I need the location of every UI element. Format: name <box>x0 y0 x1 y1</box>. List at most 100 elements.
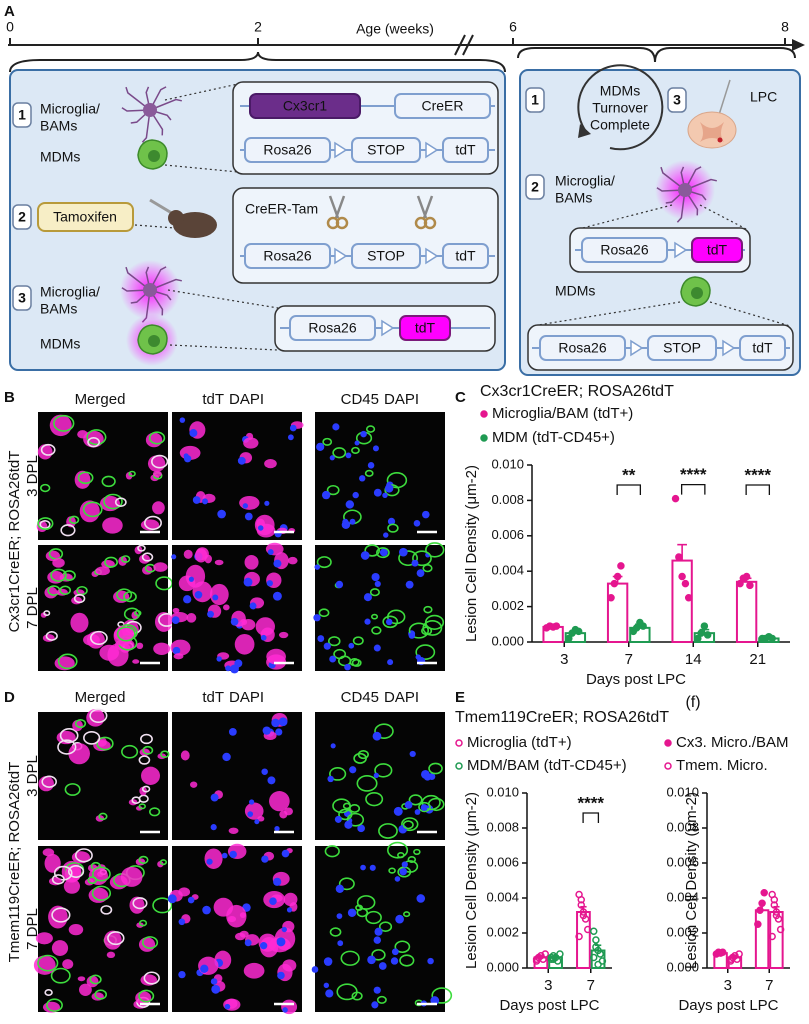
construct-element <box>351 137 421 163</box>
label: Microglia/ <box>40 101 100 117</box>
cd45-cell <box>59 728 79 743</box>
cd45-cell <box>123 607 141 621</box>
tdt-cell <box>44 586 58 599</box>
connector <box>167 289 279 309</box>
panel-label: B <box>4 389 15 406</box>
data-point <box>607 594 615 602</box>
cd45-cell <box>64 783 81 796</box>
micrograph <box>315 412 445 540</box>
cd45-cell <box>355 904 363 911</box>
nucleus <box>148 150 160 162</box>
cd45-cell <box>143 971 160 985</box>
cd45-cell <box>374 723 394 739</box>
dapi-nucleus <box>373 936 382 944</box>
cd45-cell <box>159 859 168 866</box>
data-point <box>718 948 727 956</box>
cd45-cell <box>116 626 136 642</box>
construct-element <box>351 243 421 269</box>
drug-pill <box>37 202 134 232</box>
cd45-cell <box>90 630 108 646</box>
x-axis-label: Days post LPC <box>499 997 599 1014</box>
connector <box>574 204 673 231</box>
data-point <box>675 553 683 561</box>
mouse-head <box>168 210 184 226</box>
tdt-cell <box>234 633 255 655</box>
construct-element <box>442 137 489 163</box>
dapi-nucleus <box>179 417 186 423</box>
column-header: tdT <box>202 391 224 408</box>
dapi-nucleus <box>314 564 321 570</box>
dapi-nucleus <box>216 656 222 662</box>
dapi-nucleus <box>207 610 214 618</box>
dapi-nucleus <box>408 632 416 639</box>
row-label: 7 DPL <box>24 908 41 950</box>
cd45-cell <box>40 443 56 456</box>
dapi-nucleus <box>399 547 408 557</box>
x-tick-label: 3 <box>544 977 552 994</box>
cd45-cell <box>152 897 173 914</box>
dapi-nucleus <box>248 799 255 805</box>
dapi-nucleus <box>341 520 351 530</box>
nucleus <box>148 335 160 347</box>
dapi-nucleus <box>374 927 383 936</box>
dapi-nucleus <box>414 809 421 815</box>
dapi-nucleus <box>277 971 285 980</box>
cd45-cell <box>68 515 80 525</box>
cd45-cell <box>121 744 139 759</box>
data-point <box>617 562 625 570</box>
tdt-cell <box>145 432 163 448</box>
drug-label: Tamoxifen <box>53 209 117 225</box>
tdt-cell <box>141 766 160 785</box>
cd45-cell <box>421 794 441 811</box>
connector <box>134 224 176 229</box>
dapi-nucleus <box>206 858 213 865</box>
loxp <box>381 319 395 337</box>
tdt-cell <box>106 951 116 959</box>
significance-bracket <box>616 484 642 495</box>
data-point <box>729 953 737 962</box>
tdt-cell <box>35 932 53 945</box>
x-tick-label: 21 <box>749 651 766 668</box>
significance-bracket <box>680 483 706 495</box>
significance-bracket <box>582 812 600 823</box>
dapi-nucleus <box>247 811 254 817</box>
construct-label: Rosa26 <box>308 320 356 336</box>
cd45-cell <box>89 974 102 985</box>
cd45-cell <box>45 631 58 641</box>
construct-element <box>244 137 331 163</box>
step-number: 3 <box>673 92 681 108</box>
dapi-nucleus <box>212 594 219 601</box>
construct-element <box>244 243 331 269</box>
step-number: 2 <box>18 209 26 225</box>
dapi-nucleus <box>221 852 228 859</box>
label: Microglia/ <box>40 284 100 300</box>
data-point <box>703 631 712 639</box>
cycle-arrow <box>577 64 664 151</box>
tdt-cell <box>77 976 86 982</box>
scissors <box>335 216 349 230</box>
cd45-cell <box>408 794 423 806</box>
cd45-cell <box>104 556 118 568</box>
dapi-nucleus <box>261 768 268 775</box>
cd45-cell <box>371 949 386 961</box>
cd45-cell <box>318 608 330 618</box>
tdt-cell <box>33 955 56 975</box>
cd45-cell <box>73 593 86 604</box>
tdt-cell <box>186 613 197 623</box>
cd45-cell <box>138 803 146 810</box>
significance-label: **** <box>745 465 772 484</box>
timeline-tick-label: 0 <box>6 19 14 35</box>
cd45-cell <box>40 483 51 493</box>
construct-element <box>442 243 489 269</box>
dapi-nucleus <box>382 492 388 499</box>
dapi-nucleus <box>332 423 340 431</box>
tdt-cell <box>254 514 275 536</box>
process <box>125 266 151 291</box>
dapi-nucleus <box>323 642 331 650</box>
tdt-cell <box>228 827 239 834</box>
chart-title: (f) <box>685 694 700 711</box>
y-tick-label: 0.004 <box>486 889 519 904</box>
tdt-cell <box>239 930 249 938</box>
cd45-cell <box>83 730 101 745</box>
tdt-cell <box>40 612 47 618</box>
